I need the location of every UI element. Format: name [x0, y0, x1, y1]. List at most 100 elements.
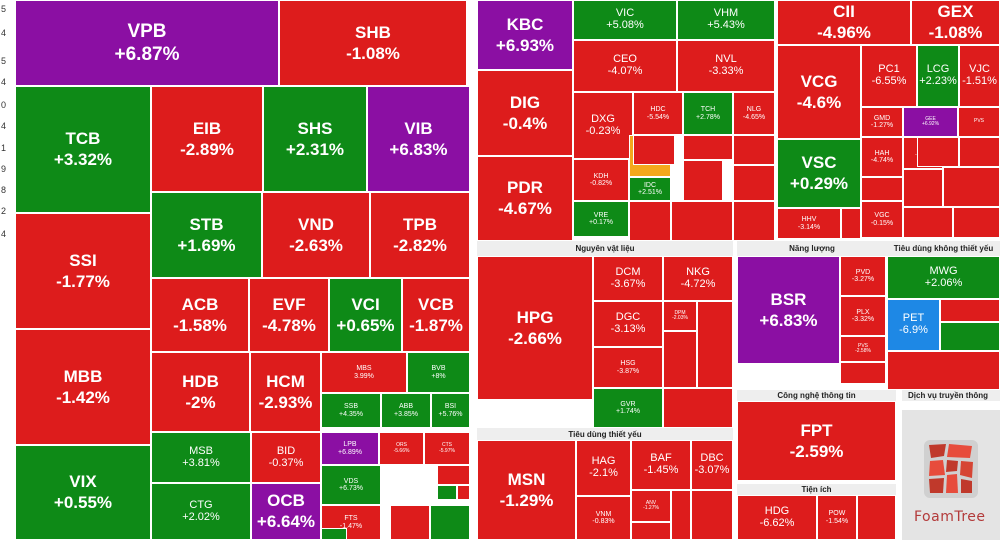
minor-stock-tile[interactable] [841, 208, 861, 239]
stock-tile-stb[interactable]: STB +1.69% [151, 192, 262, 278]
minor-stock-tile[interactable] [943, 167, 1000, 207]
stock-tile-hdb[interactable]: HDB -2% [151, 352, 250, 432]
stock-tile-vpb[interactable]: VPB +6.87% [15, 0, 279, 86]
stock-tile-vci[interactable]: VCI +0.65% [329, 278, 402, 352]
stock-tile-pet[interactable]: PET -6.9% [887, 299, 940, 351]
stock-tile-mwg[interactable]: MWG +2.06% [887, 256, 1000, 299]
stock-tile-pvs[interactable]: PVS [958, 107, 1000, 137]
stock-tile-acb[interactable]: ACB -1.58% [151, 278, 249, 352]
stock-tile-abb[interactable]: ABB +3.85% [381, 393, 431, 428]
stock-tile-dcm[interactable]: DCM -3.67% [593, 256, 663, 301]
minor-stock-tile[interactable] [733, 135, 775, 165]
stock-tile-ssb[interactable]: SSB +4.35% [321, 393, 381, 428]
stock-tile-gex[interactable]: GEX -1.08% [911, 0, 1000, 45]
stock-tile-vnm[interactable]: VNM -0.83% [576, 496, 631, 540]
minor-stock-tile[interactable] [631, 522, 671, 540]
stock-tile-hhv[interactable]: HHV -3.14% [777, 208, 841, 239]
stock-tile-fpt[interactable]: FPT -2.59% [737, 401, 896, 481]
stock-tile-cii[interactable]: CII -4.96% [777, 0, 911, 45]
stock-tile-gvr[interactable]: GVR +1.74% [593, 388, 663, 428]
stock-tile-mbb[interactable]: MBB -1.42% [15, 329, 151, 445]
stock-tile-hag[interactable]: HAG -2.1% [576, 440, 631, 496]
minor-stock-tile[interactable] [733, 201, 775, 241]
stock-tile-gmd[interactable]: GMD -1.27% [861, 107, 903, 137]
stock-tile-evf[interactable]: EVF -4.78% [249, 278, 329, 352]
stock-tile-msb[interactable]: MSB +3.81% [151, 432, 251, 483]
stock-tile-idc[interactable]: IDC +2.51% [629, 177, 671, 201]
stock-tile-vcb[interactable]: VCB -1.87% [402, 278, 470, 352]
stock-tile-eib[interactable]: EIB -2.89% [151, 86, 263, 192]
stock-tile-pow[interactable]: POW -1.54% [817, 495, 857, 540]
stock-tile-hdc[interactable]: HDC -5.54% [633, 92, 683, 135]
minor-stock-tile[interactable] [457, 485, 470, 500]
stock-tile-vix[interactable]: VIX +0.55% [15, 445, 151, 540]
minor-stock-tile[interactable] [390, 505, 430, 540]
stock-tile-baf[interactable]: BAF -1.45% [631, 440, 691, 490]
minor-stock-tile[interactable] [683, 135, 733, 160]
minor-stock-tile[interactable] [633, 135, 675, 165]
minor-stock-tile[interactable] [953, 207, 1000, 238]
minor-stock-tile[interactable] [430, 505, 470, 540]
stock-tile-vsc[interactable]: VSC +0.29% [777, 139, 861, 208]
stock-tile-bid[interactable]: BID -0.37% [251, 432, 321, 483]
minor-stock-tile[interactable] [857, 495, 896, 540]
minor-stock-tile[interactable] [663, 388, 733, 428]
stock-tile-mbs[interactable]: MBS 3.99% [321, 352, 407, 393]
stock-tile-ocb[interactable]: OCB +6.64% [251, 483, 321, 540]
minor-stock-tile[interactable] [437, 485, 457, 500]
stock-tile-dbc[interactable]: DBC -3.07% [691, 440, 733, 490]
stock-tile-tpb[interactable]: TPB -2.82% [370, 192, 470, 278]
stock-tile-ors[interactable]: ORS -5.66% [379, 432, 424, 465]
stock-tile-vnd[interactable]: VND -2.63% [262, 192, 370, 278]
stock-tile-dig[interactable]: DIG -0.4% [477, 70, 573, 156]
minor-stock-tile[interactable] [733, 165, 775, 201]
stock-tile-tch[interactable]: TCH +2.78% [683, 92, 733, 135]
stock-tile-bsi[interactable]: BSI +5.76% [431, 393, 470, 428]
stock-tile-pdr[interactable]: PDR -4.67% [477, 156, 573, 241]
stock-tile-hpg[interactable]: HPG -2.66% [477, 256, 593, 400]
stock-tile-bsr[interactable]: BSR +6.83% [737, 256, 840, 364]
stock-tile-shs[interactable]: SHS +2.31% [263, 86, 367, 192]
stock-tile-kdh[interactable]: KDH -0.82% [573, 159, 629, 201]
minor-stock-tile[interactable] [917, 137, 959, 167]
minor-stock-tile[interactable] [691, 490, 733, 540]
minor-stock-tile[interactable] [629, 201, 671, 241]
minor-stock-tile[interactable] [903, 169, 943, 207]
minor-stock-tile[interactable] [940, 299, 1000, 322]
stock-tile-nvl[interactable]: NVL -3.33% [677, 40, 775, 92]
stock-tile-vib[interactable]: VIB +6.83% [367, 86, 470, 192]
stock-tile-cts[interactable]: CTS -5.97% [424, 432, 470, 465]
stock-tile-ctg[interactable]: CTG +2.02% [151, 483, 251, 540]
stock-tile-nkg[interactable]: NKG -4.72% [663, 256, 733, 301]
stock-tile-pvd[interactable]: PVD -3.27% [840, 256, 886, 296]
minor-stock-tile[interactable] [887, 351, 1000, 390]
stock-tile-dpm[interactable]: DPM -2.03% [663, 301, 697, 331]
stock-tile-pc1[interactable]: PC1 -6.55% [861, 45, 917, 107]
minor-stock-tile[interactable] [959, 137, 1000, 167]
stock-tile-dxg[interactable]: DXG -0.23% [573, 92, 633, 159]
stock-tile-ssi[interactable]: SSI -1.77% [15, 213, 151, 329]
stock-tile-ceo[interactable]: CEO -4.07% [573, 40, 677, 92]
minor-stock-tile[interactable] [840, 362, 886, 384]
stock-tile-vds[interactable]: VDS +6.73% [321, 465, 381, 505]
minor-stock-tile[interactable] [671, 490, 691, 540]
stock-tile-vhm[interactable]: VHM +5.43% [677, 0, 775, 40]
stock-tile-gee[interactable]: GEE +6.92% [903, 107, 958, 137]
stock-tile-vre[interactable]: VRE +0.17% [573, 201, 629, 237]
minor-stock-tile[interactable] [861, 177, 903, 201]
stock-tile-pvs[interactable]: PVS -2.58% [840, 336, 886, 362]
minor-stock-tile[interactable] [663, 331, 697, 388]
stock-tile-plx[interactable]: PLX -3.32% [840, 296, 886, 336]
minor-stock-tile[interactable] [903, 207, 953, 238]
minor-stock-tile[interactable] [671, 201, 733, 241]
stock-tile-vgc[interactable]: VGC -0.15% [861, 201, 903, 238]
minor-stock-tile[interactable] [321, 528, 347, 540]
stock-tile-shb[interactable]: SHB -1.08% [279, 0, 467, 86]
stock-tile-tcb[interactable]: TCB +3.32% [15, 86, 151, 213]
stock-tile-nlg[interactable]: NLG -4.65% [733, 92, 775, 135]
stock-tile-bvb[interactable]: BVB +8% [407, 352, 470, 393]
stock-tile-vcg[interactable]: VCG -4.6% [777, 45, 861, 139]
minor-stock-tile[interactable] [940, 322, 1000, 351]
minor-stock-tile[interactable] [437, 465, 470, 485]
stock-tile-hcm[interactable]: HCM -2.93% [250, 352, 321, 432]
